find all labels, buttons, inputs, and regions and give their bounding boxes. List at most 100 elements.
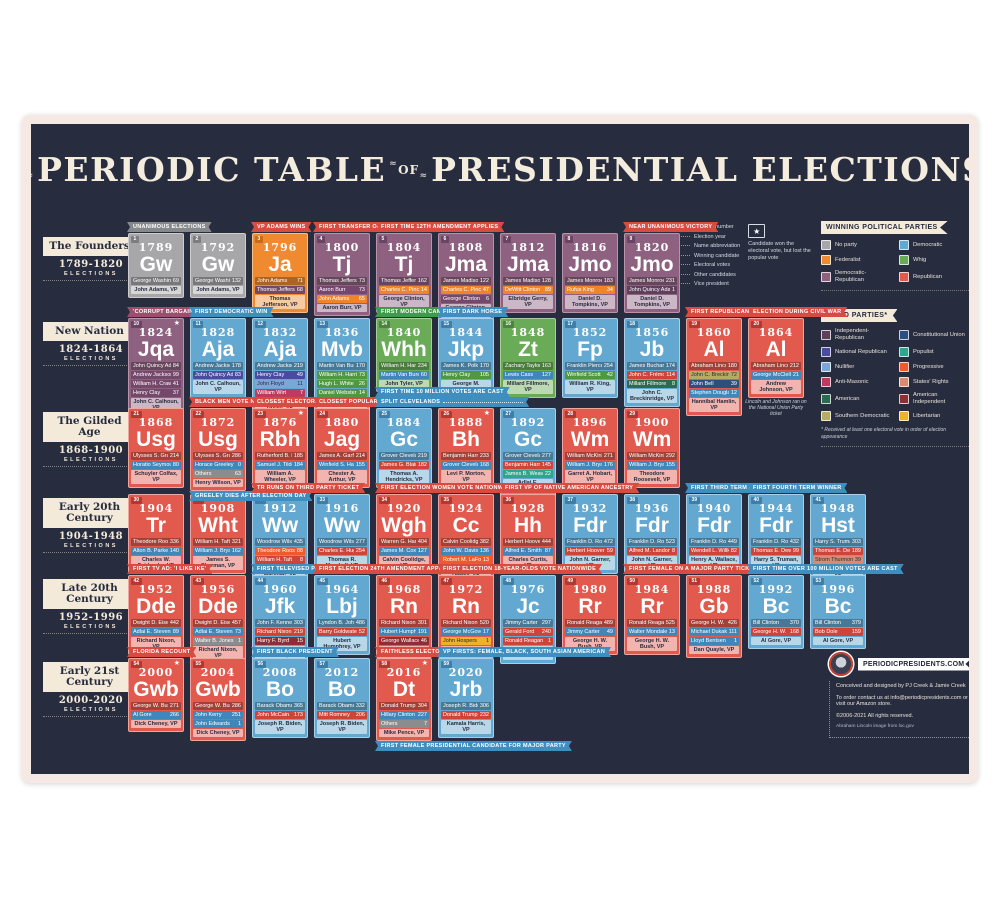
election-number: 38 xyxy=(627,497,638,504)
candidate-name: Charles E. Hughes xyxy=(319,548,354,554)
vice-president-row: William A. Wheeler, VP xyxy=(255,470,305,484)
candidate-row: Jimmy Carter 49 xyxy=(565,628,615,636)
winner-name: Franklin Pierce xyxy=(567,363,602,369)
candidate-row: John C. Frémont114 xyxy=(627,371,677,379)
candidate-electoral-votes: 1 xyxy=(237,721,241,727)
candidate-electoral-votes: 159 xyxy=(851,629,861,635)
party-label: Independent-Republican xyxy=(835,328,870,341)
banner-text: FIRST DARK HORSE xyxy=(443,309,503,315)
candidate-electoral-votes: 136 xyxy=(479,548,489,554)
election-year: 2012 xyxy=(324,666,360,679)
credit-line-3: ©2006-2021 All rights reserved. xyxy=(836,712,914,719)
candidate-row: John Adams 65 xyxy=(317,295,367,303)
banner-dotted-line xyxy=(443,402,523,403)
candidate-electoral-votes: 13 xyxy=(668,629,675,635)
election-number: 57 xyxy=(317,661,328,668)
winner-electoral-votes: 132 xyxy=(231,278,241,284)
candidate-row: William J. Bryan162 xyxy=(193,547,243,555)
election-year: 1812 xyxy=(510,241,546,254)
banner: FIRST FEMALE ON A MAJOR PARTY TICKET xyxy=(623,564,763,574)
candidate-electoral-votes: 14 xyxy=(358,390,365,396)
president-symbol: Ww xyxy=(261,514,299,537)
banner-text: TR RUNS ON THIRD PARTY TICKET xyxy=(257,485,360,491)
candidate-row: Alfred M. Landon 8 xyxy=(627,547,677,555)
winner-name: William McKinley xyxy=(629,453,664,459)
president-symbol: Jma xyxy=(444,253,488,276)
election-year: 1964 xyxy=(324,583,360,596)
candidate-row: John McCain 173 xyxy=(255,711,305,719)
winner-row: James K. Polk 170 xyxy=(441,362,491,370)
candidate-name: Horatio Seymour xyxy=(133,462,171,468)
winner-name: George Washington xyxy=(133,278,171,284)
winner-name: William H. Harrison xyxy=(381,363,416,369)
legend-item-southern_democratic: Southern Democratic xyxy=(821,411,893,421)
candidate-name: George H. W. Bush xyxy=(753,629,788,635)
winner-row: Dwight D. Eisenhower457 xyxy=(193,619,243,627)
candidate-name: James G. Blaine xyxy=(381,462,416,468)
vice-president-row: Garret A. Hobart, VP xyxy=(565,470,615,484)
winner-electoral-votes: 286 xyxy=(231,453,241,459)
party-swatch xyxy=(821,255,831,265)
election-number: 48 xyxy=(503,578,514,585)
election-number: 16 xyxy=(503,321,514,328)
party-swatch xyxy=(899,272,909,282)
election-year: 1940 xyxy=(696,502,732,515)
election-tile-1980: 49 1980 Rr Ronald Reagan 489 Jimmy Carter 49 Ge… xyxy=(562,575,618,655)
winner-electoral-votes: 379 xyxy=(851,620,861,626)
winner-name: Lyndon B. Johnson xyxy=(319,620,354,626)
banner: 'CORRUPT BARGAIN' xyxy=(127,307,201,317)
president-symbol: Wm xyxy=(570,428,610,451)
winner-name: Benjamin Harrison xyxy=(443,453,478,459)
candidate-row: Aaron Burr 73 xyxy=(317,286,367,294)
winner-name: Andrew Jackson xyxy=(257,363,292,369)
vice-president-row: Theodore Roosevelt, VP xyxy=(627,470,677,484)
candidate-name: John Floyd xyxy=(257,381,284,387)
vice-president-row: Dan Quayle, VP xyxy=(689,646,739,654)
candidate-row: Millard Fillmore 8 xyxy=(627,380,677,388)
election-tile-1812: 7 1812 Jma James Madison 128 DeWitt Clinton 89… xyxy=(500,233,556,313)
winner-name: Calvin Coolidge xyxy=(443,539,478,545)
candidate-row: Winfield S. Hancock155 xyxy=(317,461,367,469)
candidate-electoral-votes: 80 xyxy=(172,462,179,468)
candidate-name: Martin Van Buren xyxy=(381,372,419,378)
winner-electoral-votes: 426 xyxy=(727,620,737,626)
candidate-row: Adlai E. Stevenson73 xyxy=(193,628,243,636)
election-year: 1924 xyxy=(448,502,484,515)
era-label-early-21st: Early 21st Century 2000-2020 ELECTIONS xyxy=(43,662,139,717)
candidate-row: John Floyd 11 xyxy=(255,380,305,388)
candidate-row: Thomas E. Dewey189 xyxy=(813,547,863,555)
winner-name: George W. Bush xyxy=(195,703,230,709)
president-symbol: Cc xyxy=(452,514,480,537)
winner-row: Woodrow Wilson277 xyxy=(317,538,367,546)
president-symbol: Al xyxy=(765,338,787,361)
candidate-row: Horace Greeley 0 xyxy=(193,461,243,469)
winner-electoral-votes: 170 xyxy=(355,363,365,369)
popular-vote-star-icon: ★ xyxy=(483,410,490,417)
banner-text: FIRST TIME 12TH AMENDMENT APPLIES xyxy=(381,224,499,230)
candidate-name: Thomas E. Dewey xyxy=(815,548,850,554)
candidate-electoral-votes: 39 xyxy=(854,557,861,563)
candidate-electoral-votes: 8 xyxy=(671,548,675,554)
president-symbol: Jma xyxy=(506,253,550,276)
vice-president-row: John C. Calhoun, VP xyxy=(193,380,243,394)
candidate-electoral-votes: 111 xyxy=(728,629,737,635)
winner-electoral-votes: 84 xyxy=(172,363,179,369)
banner-text: FIRST DEMOCRATIC WIN xyxy=(195,309,268,315)
president-symbol: Fdr xyxy=(573,514,607,537)
election-year: 1832 xyxy=(262,326,298,339)
banner-text: FIRST MODERN CAMPAIGN xyxy=(381,309,461,315)
candidate-electoral-votes: 7 xyxy=(423,721,427,727)
winner-electoral-votes: 306 xyxy=(479,703,489,709)
candidate-electoral-votes: 83 xyxy=(234,372,241,378)
election-tile-2012: 57 2012 Bo Barack Obama 332 Mitt Romney 206 Jos… xyxy=(314,658,370,738)
candidate-row: Others 63 xyxy=(193,470,243,478)
winner-name: James A. Garfield xyxy=(319,453,354,459)
election-year: 1992 xyxy=(758,583,794,596)
banner-text: FAITHLESS ELECTORS xyxy=(381,649,449,655)
winner-row: Franklin Pierce 254 xyxy=(565,362,615,370)
star-note-text: Candidate won the electoral vote, but lo… xyxy=(748,241,811,261)
